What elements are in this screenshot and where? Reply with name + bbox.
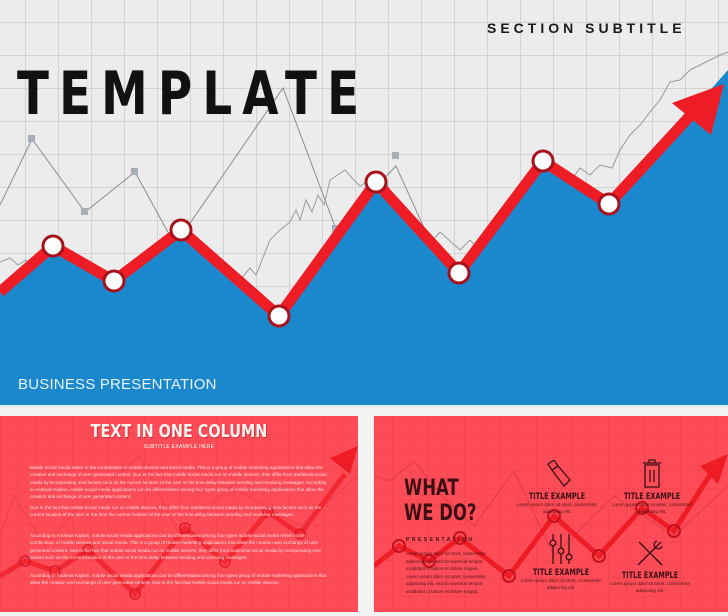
background-chart-graphic	[374, 454, 728, 583]
feature-desc: Lorem ipsum dolor sit amet, consectetur …	[609, 581, 691, 593]
title-line-1: WHAT	[404, 476, 459, 501]
hero-slide: TEMPLATE SECTION SUBTITLE BUSINESS PRESE…	[0, 0, 728, 408]
hero-caption: BUSINESS PRESENTATION	[18, 376, 217, 393]
paragraph: Due to the fact that mobile social media…	[30, 505, 322, 518]
feature-item: TITLE EXAMPLE Lorem ipsum dolor sit amet…	[507, 460, 607, 515]
hero-title: TEMPLATE	[17, 59, 370, 129]
feature-title: TITLE EXAMPLE	[623, 492, 681, 502]
background-chart-graphic	[0, 446, 358, 600]
feature-desc: Lorem ipsum dolor sit amet, consectetur …	[520, 578, 602, 590]
divider	[0, 405, 728, 408]
feature-item: TITLE EXAMPLE Lorem ipsum dolor sit amet…	[600, 539, 700, 594]
sliders-icon	[549, 534, 573, 564]
title-line-2: WE DO?	[404, 501, 477, 526]
feature-title: TITLE EXAMPLE	[621, 571, 679, 581]
what-we-do-slide: WHAT WE DO? PRESENTATION Lorem ipsum dol…	[374, 416, 728, 612]
slide-body: Lorem ipsum dolor sit amet, consectetur …	[406, 551, 487, 594]
slide-title: WHAT WE DO?	[404, 476, 477, 526]
feature-desc: Lorem ipsum dolor sit amet, consectetur …	[516, 502, 598, 514]
feature-item: TITLE EXAMPLE Lorem ipsum dolor sit amet…	[511, 534, 611, 591]
usb-drive-icon	[547, 460, 571, 487]
paragraph: Mobile social media refers to the combin…	[30, 465, 327, 500]
paragraph: According to Andreas Kaplan, mobile soci…	[30, 573, 327, 586]
trash-can-icon	[643, 459, 661, 488]
feature-desc: Lorem ipsum dolor sit amet, consectetur …	[611, 502, 693, 514]
arrow-head-icon	[672, 84, 724, 135]
feature-title: TITLE EXAMPLE	[532, 568, 590, 578]
feature-title: TITLE EXAMPLE	[528, 492, 586, 502]
hero-subtitle: SECTION SUBTITLE	[487, 20, 686, 36]
paragraph: According to Andreas Kaplan, mobile soci…	[30, 533, 321, 560]
slide-label: PRESENTATION	[406, 537, 475, 543]
slide-subtitle: SUBTITLE EXAMPLE HERE	[143, 444, 215, 450]
tools-icon	[637, 540, 663, 566]
slide-title: TEXT IN ONE COLUMN	[90, 421, 268, 442]
feature-item: TITLE EXAMPLE Lorem ipsum dolor sit amet…	[602, 458, 702, 515]
text-column-slide: TEXT IN ONE COLUMN SUBTITLE EXAMPLE HERE…	[0, 416, 358, 612]
hero-chart-graphic	[0, 51, 728, 408]
